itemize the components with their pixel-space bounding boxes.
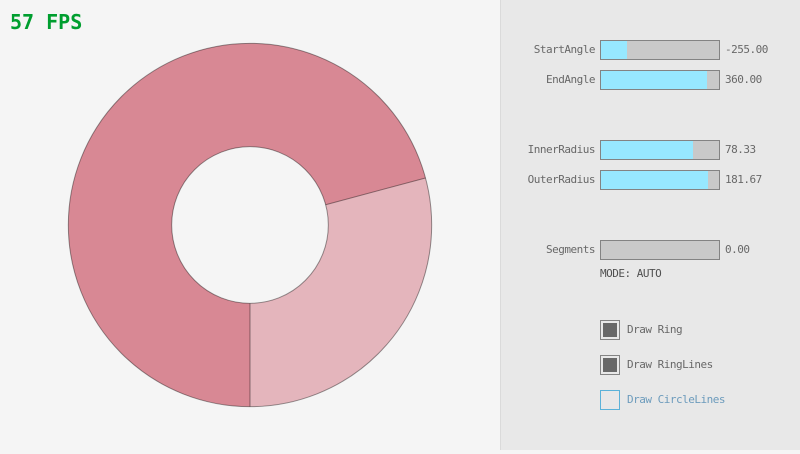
slider-segments[interactable] — [600, 240, 720, 260]
checkbox-label-draw-ringlines: Draw RingLines — [627, 358, 713, 371]
ring-inner-line — [171, 146, 329, 304]
slider-fill-startangle — [601, 41, 627, 59]
slider-value-segments: 0.00 — [725, 243, 750, 256]
slider-row-endangle: EndAngle 360.00 — [501, 70, 800, 90]
slider-startangle[interactable] — [600, 40, 720, 60]
slider-innerradius[interactable] — [600, 140, 720, 160]
check-mark-icon — [603, 358, 617, 372]
slider-label-innerradius: InnerRadius — [527, 143, 596, 156]
checkbox-row-draw-ringlines: Draw RingLines — [501, 355, 800, 375]
slider-row-segments: Segments 0.00 — [501, 240, 800, 260]
slider-label-outerradius: OuterRadius — [527, 173, 596, 186]
ring-edge-line-northeast — [325, 177, 426, 206]
ring-base-annulus — [68, 43, 432, 407]
ring-overlap-sector — [68, 43, 426, 407]
slider-value-endangle: 360.00 — [725, 73, 762, 86]
slider-row-startangle: StartAngle -255.00 — [501, 40, 800, 60]
slider-row-innerradius: InnerRadius 78.33 — [501, 140, 800, 160]
donut-ring — [67, 42, 433, 408]
checkbox-label-draw-ring: Draw Ring — [627, 323, 683, 336]
checkbox-row-draw-circlelines: Draw CircleLines — [501, 390, 800, 410]
slider-fill-innerradius — [601, 141, 694, 159]
slider-row-outerradius: OuterRadius 181.67 — [501, 170, 800, 190]
slider-fill-endangle — [601, 71, 708, 89]
slider-label-endangle: EndAngle — [546, 73, 595, 86]
check-mark-icon — [603, 323, 617, 337]
slider-value-innerradius: 78.33 — [725, 143, 756, 156]
checkbox-draw-circlelines[interactable] — [600, 390, 620, 410]
ring-canvas — [67, 42, 433, 408]
slider-endangle[interactable] — [600, 70, 720, 90]
slider-outerradius[interactable] — [600, 170, 720, 190]
slider-label-startangle: StartAngle — [533, 43, 596, 56]
checkbox-draw-ringlines[interactable] — [600, 355, 620, 375]
fps-counter: 57 FPS — [10, 10, 83, 34]
checkbox-row-draw-ring: Draw Ring — [501, 320, 800, 340]
control-panel: StartAngle -255.00 EndAngle 360.00 Inner… — [500, 0, 800, 450]
slider-fill-outerradius — [601, 171, 709, 189]
slider-value-startangle: -255.00 — [725, 43, 768, 56]
checkbox-draw-ring[interactable] — [600, 320, 620, 340]
ring-lines — [67, 42, 433, 408]
ring-outer-line — [67, 42, 433, 408]
mode-label: MODE: AUTO — [600, 267, 662, 280]
checkbox-label-draw-circlelines: Draw CircleLines — [627, 393, 725, 406]
slider-label-segments: Segments — [546, 243, 595, 256]
slider-value-outerradius: 181.67 — [725, 173, 762, 186]
